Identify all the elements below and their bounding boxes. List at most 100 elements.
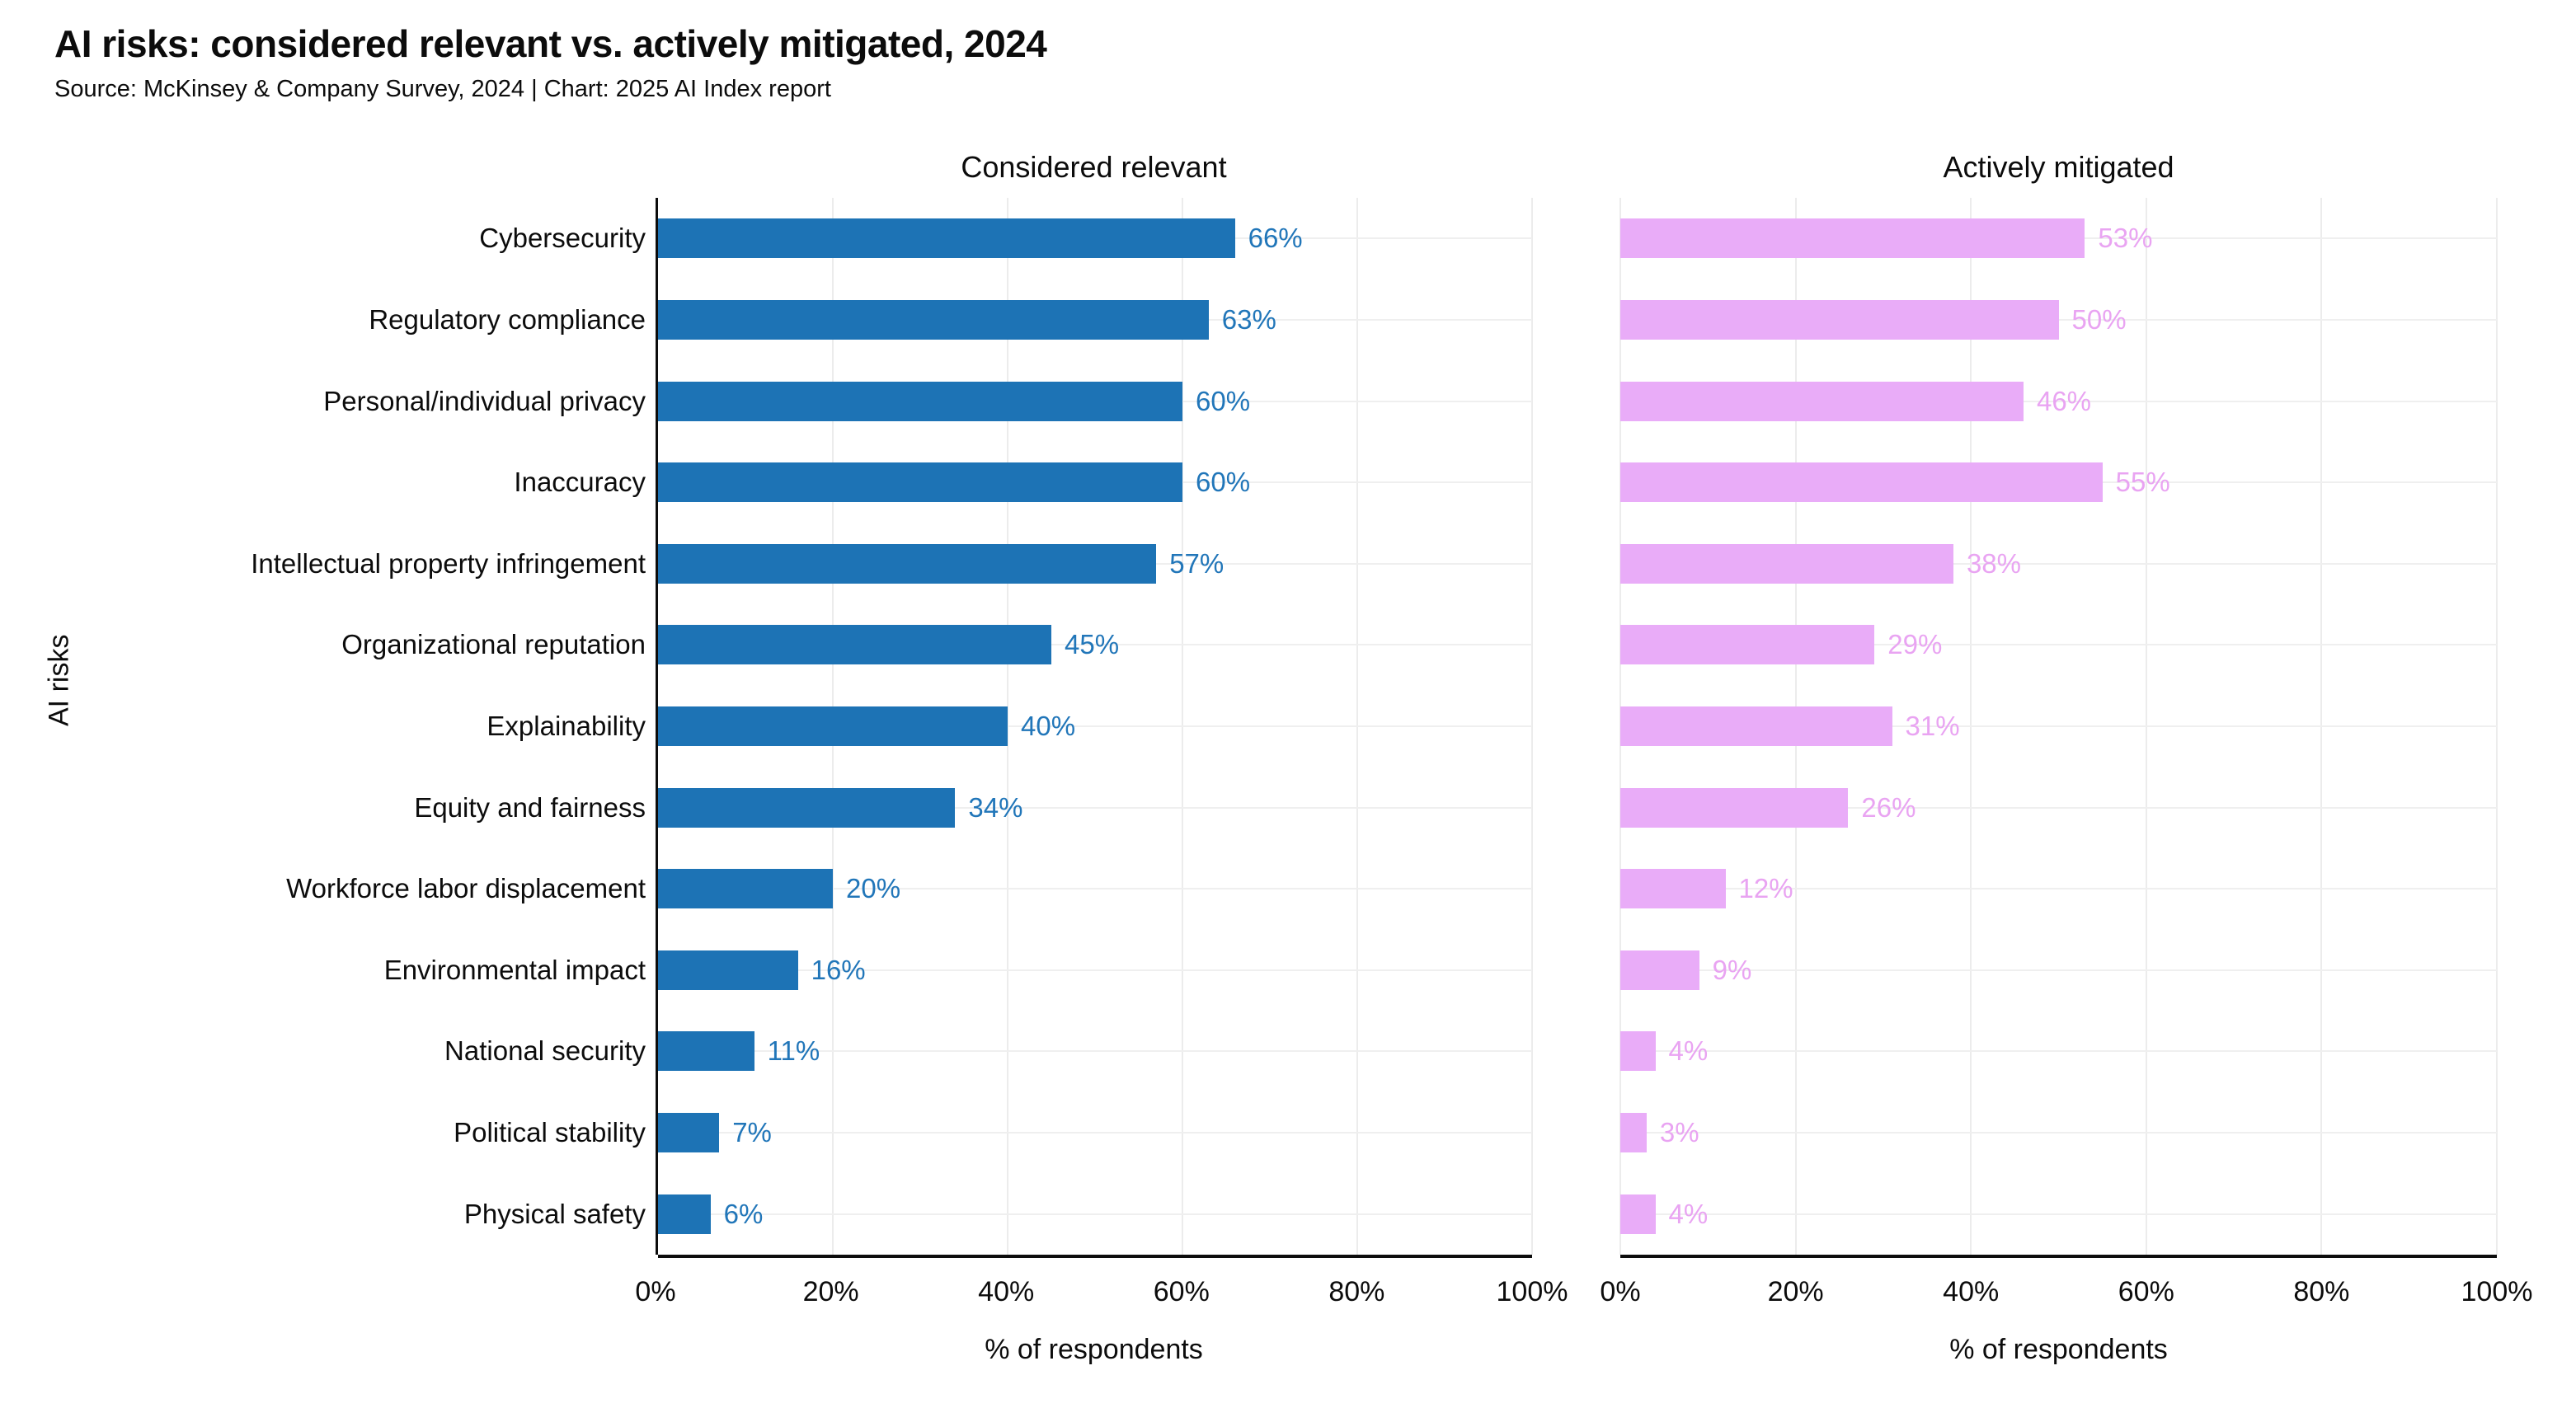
bar — [658, 462, 1182, 503]
panel-title-considered-relevant: Considered relevant — [961, 150, 1227, 184]
gridline-h — [1620, 318, 2497, 321]
value-label: 4% — [1668, 1035, 1709, 1067]
gridline-h — [658, 806, 1532, 809]
value-label: 20% — [846, 873, 901, 904]
bar-row: 6% — [658, 1173, 1532, 1255]
value-label: 60% — [1196, 385, 1251, 416]
gridline-h — [658, 969, 1532, 971]
bar — [1620, 625, 1875, 665]
value-label: 53% — [2098, 223, 2153, 254]
category-label: Organizational reputation — [341, 629, 646, 660]
page-title: AI risks: considered relevant vs. active… — [54, 22, 1047, 65]
category-label: Workforce labor displacement — [286, 873, 646, 904]
gridline-v — [1531, 198, 1533, 1255]
tick-label: 80% — [1328, 1276, 1385, 1307]
value-label: 6% — [723, 1198, 764, 1229]
bar — [658, 299, 1209, 340]
bar — [1620, 218, 2085, 259]
panel-title-actively-mitigated: Actively mitigated — [1943, 150, 2174, 184]
category-label: National security — [444, 1035, 646, 1067]
value-label: 60% — [1196, 467, 1251, 498]
x-axis-title-right: % of respondents — [1949, 1334, 2168, 1365]
category-label: Environmental impact — [383, 954, 646, 985]
bar-row: 20% — [658, 848, 1532, 930]
tick-label: 20% — [1767, 1276, 1824, 1307]
value-label: 34% — [968, 791, 1023, 823]
bar — [1620, 299, 2059, 340]
gridline-h — [1620, 644, 2497, 646]
gridline-h — [1620, 562, 2497, 565]
value-label: 4% — [1668, 1198, 1709, 1229]
category-label: Regulatory compliance — [369, 303, 646, 335]
bar — [1620, 1194, 1656, 1234]
gridline-h — [1620, 888, 2497, 890]
bar-row: 26% — [1620, 767, 2497, 848]
category-label: Physical safety — [463, 1198, 646, 1229]
bar — [1620, 787, 1849, 828]
bar-row: 50% — [1620, 279, 2497, 361]
category-label: Personal/individual privacy — [323, 385, 646, 416]
bar-row: 3% — [1620, 1092, 2497, 1174]
gridline-h — [1620, 1050, 2497, 1053]
bar-row: 63% — [658, 279, 1532, 361]
gridline-v — [2496, 198, 2498, 1255]
bar-row: 66% — [658, 198, 1532, 279]
bar-row: 4% — [1620, 1011, 2497, 1092]
plot-actively-mitigated: 53% 50% 46% 55% 38% 29% 31% 26% 12% 9% 4% 3% 4% — [1619, 198, 2498, 1258]
page-subtitle: Source: McKinsey & Company Survey, 2024 … — [54, 76, 831, 102]
bar — [658, 869, 833, 909]
bar — [658, 950, 798, 990]
gridline-h — [1620, 725, 2497, 727]
value-label: 40% — [1021, 710, 1076, 741]
category-label: Explainability — [487, 711, 646, 741]
bar-row: 7% — [658, 1092, 1532, 1174]
gridline-h — [658, 644, 1532, 646]
category-label: Cybersecurity — [479, 223, 646, 254]
bar-row: 38% — [1620, 523, 2497, 604]
bar — [658, 218, 1235, 259]
gridline-h — [1620, 400, 2497, 402]
tick-label: 40% — [1943, 1276, 2000, 1307]
bar-row: 55% — [1620, 442, 2497, 523]
bar-row: 60% — [658, 442, 1532, 523]
value-label: 55% — [2115, 467, 2170, 498]
bar — [658, 543, 1157, 584]
value-label: 31% — [1905, 710, 1960, 741]
value-label: 50% — [2071, 303, 2127, 335]
bar — [1620, 950, 1699, 990]
value-label: 3% — [1659, 1117, 1699, 1148]
bar — [658, 1194, 711, 1234]
x-axis-title-left: % of respondents — [985, 1334, 1203, 1365]
gridline-h — [658, 888, 1532, 890]
bar-row: 34% — [658, 767, 1532, 848]
bar — [1620, 462, 2103, 503]
tick-label: 100% — [1496, 1276, 1568, 1307]
bar-row: 60% — [658, 360, 1532, 442]
bar-row: 9% — [1620, 930, 2497, 1011]
value-label: 66% — [1248, 223, 1303, 254]
bar-row: 45% — [658, 604, 1532, 686]
bar-row: 31% — [1620, 686, 2497, 767]
bar — [1620, 1113, 1647, 1153]
bar-row: 16% — [658, 930, 1532, 1011]
bar — [658, 381, 1182, 421]
tick-label: 100% — [2461, 1276, 2533, 1307]
bar — [1620, 381, 2024, 421]
bar — [658, 1031, 754, 1072]
gridline-h — [658, 1132, 1532, 1134]
value-label: 12% — [1738, 873, 1793, 904]
category-label: Inaccuracy — [514, 467, 646, 498]
value-label: 26% — [1861, 791, 1916, 823]
bar — [658, 625, 1051, 665]
category-labels: Cybersecurity Regulatory compliance Person… — [82, 198, 646, 1255]
gridline-h — [658, 1050, 1532, 1053]
value-label: 63% — [1221, 303, 1276, 335]
bar — [658, 1113, 720, 1153]
category-label: Intellectual property infringement — [251, 547, 646, 579]
x-axis-line — [1620, 1255, 2497, 1258]
bar-row: 46% — [1620, 360, 2497, 442]
bar-row: 53% — [1620, 198, 2497, 279]
value-label: 9% — [1712, 954, 1752, 985]
bar — [658, 706, 1008, 746]
